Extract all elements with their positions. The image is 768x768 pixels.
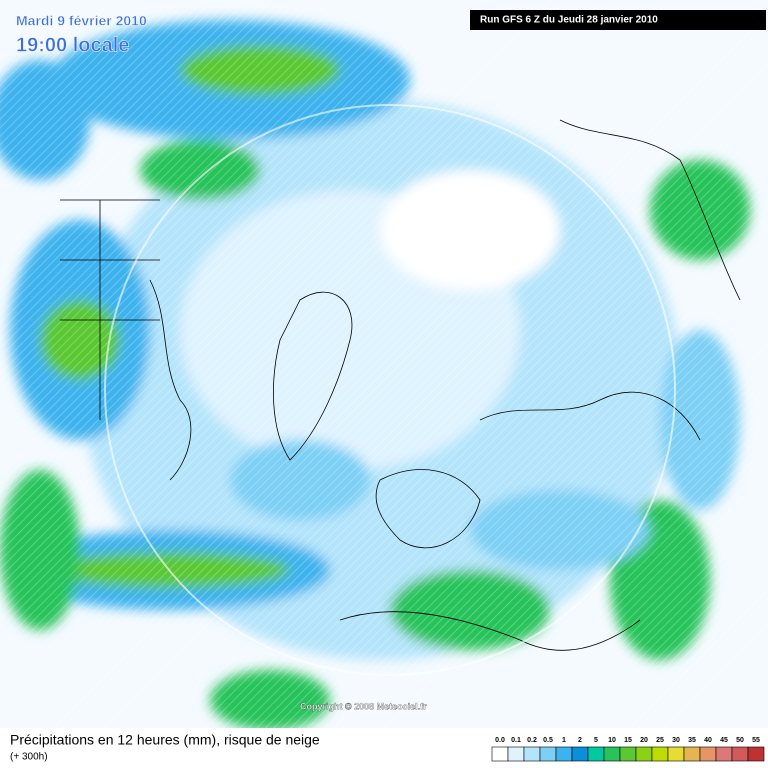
legend-swatch [747,746,765,762]
coastlines [60,119,741,651]
legend-swatch [539,746,557,762]
time-label: 19:00 locale [16,34,129,56]
legend-swatch [683,746,701,762]
legend-swatch [507,746,525,762]
legend-swatch [731,746,749,762]
legend-label: 0.1 [511,737,521,744]
legend-swatch [635,746,653,762]
legend-label: 2 [578,737,582,744]
footer-title: Précipitations en 12 heures (mm), risque… [10,732,320,748]
copyright: Copyright © 2008 Meteociel.fr [300,701,427,711]
legend-swatch [555,746,573,762]
legend-label: 40 [704,737,712,744]
legend-swatch [523,746,541,762]
legend-label: 30 [672,737,680,744]
legend-label: 45 [720,737,728,744]
legend: 0.0 0.1 0.2 0.5 1 2 5 10 15 20 25 30 35 40 45 50 55 [491,737,765,762]
legend-label: 0.0 [495,737,505,744]
legend-label: 1 [562,737,566,744]
legend-label: 5 [594,737,598,744]
legend-swatch [699,746,717,762]
legend-swatch [587,746,605,762]
footer-lead: (+ 300h) [10,752,48,763]
date-label: Mardi 9 février 2010 [16,13,147,29]
legend-label: 10 [608,737,616,744]
legend-swatch [491,746,509,762]
legend-label: 15 [624,737,632,744]
legend-label: 35 [688,737,696,744]
legend-label: 25 [656,737,664,744]
run-box [470,10,766,30]
map [0,0,768,730]
legend-label: 20 [640,737,648,744]
legend-swatch [619,746,637,762]
legend-swatch [715,746,733,762]
legend-swatch [603,746,621,762]
legend-swatch [651,746,669,762]
run-label: Run GFS 6 Z du Jeudi 28 janvier 2010 [480,15,658,26]
legend-label: 0.5 [543,737,553,744]
legend-label: 50 [736,737,744,744]
legend-label: 55 [752,737,760,744]
legend-label: 0.2 [527,737,537,744]
legend-swatch [571,746,589,762]
legend-swatch [667,746,685,762]
